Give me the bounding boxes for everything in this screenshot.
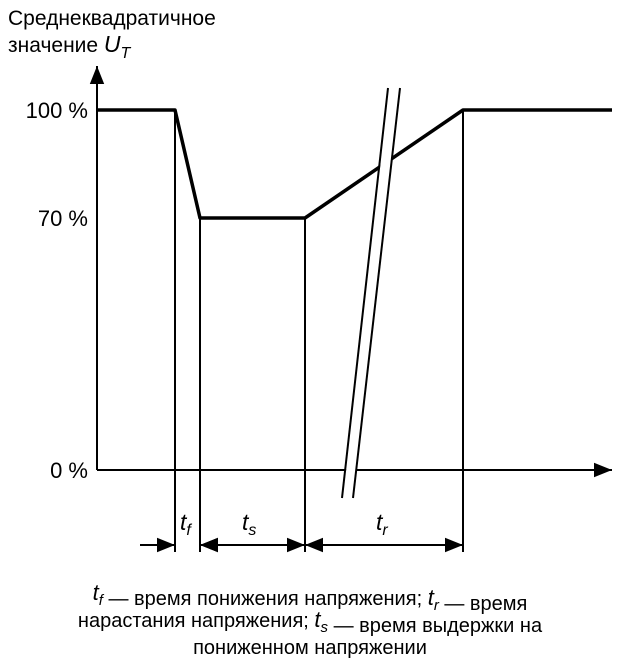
caption-subscript: f bbox=[99, 592, 105, 609]
interval-subscript: s bbox=[248, 522, 256, 539]
caption-subscript: s bbox=[321, 619, 329, 636]
axis-label-text: значение bbox=[8, 34, 98, 57]
caption-line: нарастания напряжения; ts — время выдерж… bbox=[78, 607, 543, 637]
interval-symbol: t bbox=[242, 509, 250, 535]
level-label: 70 % bbox=[38, 206, 88, 231]
caption: tf — время понижения напряжения; tr — вр… bbox=[78, 580, 543, 659]
interval-label: tf bbox=[180, 509, 192, 539]
interval-subscript: f bbox=[186, 522, 192, 539]
caption-text: пониженном напряжении bbox=[193, 637, 427, 659]
caption-subscript: r bbox=[434, 597, 440, 614]
axis-subscript: T bbox=[121, 45, 132, 62]
voltage-curve bbox=[97, 108, 612, 220]
level-label: 0 % bbox=[50, 458, 88, 483]
axis-label: Среднеквадратичное bbox=[8, 7, 216, 30]
break-mark bbox=[341, 87, 389, 499]
level-label: 100 % bbox=[26, 98, 88, 123]
break-mark bbox=[352, 87, 401, 499]
caption-text: нарастания напряжения; bbox=[78, 610, 314, 632]
interval-symbol: t bbox=[180, 509, 188, 535]
interval-subscript: r bbox=[382, 522, 388, 539]
caption-text: — время понижения напряжения; bbox=[103, 588, 428, 610]
interval-symbol: t bbox=[376, 509, 384, 535]
interval-label: ts bbox=[242, 509, 256, 539]
caption-symbol: t bbox=[314, 607, 321, 632]
axis-symbol: U bbox=[104, 31, 121, 57]
caption-line: tf — время понижения напряжения; tr — вр… bbox=[93, 580, 528, 615]
caption-text: — время bbox=[439, 593, 528, 615]
interval-label: tr bbox=[376, 509, 388, 539]
caption-symbol: t bbox=[428, 585, 435, 610]
caption-symbol: t bbox=[93, 580, 100, 605]
break-gap bbox=[343, 87, 399, 499]
caption-line: пониженном напряжении bbox=[193, 637, 427, 659]
axis-label: значение UT bbox=[8, 31, 132, 62]
caption-text: — время выдержки на bbox=[328, 615, 543, 637]
